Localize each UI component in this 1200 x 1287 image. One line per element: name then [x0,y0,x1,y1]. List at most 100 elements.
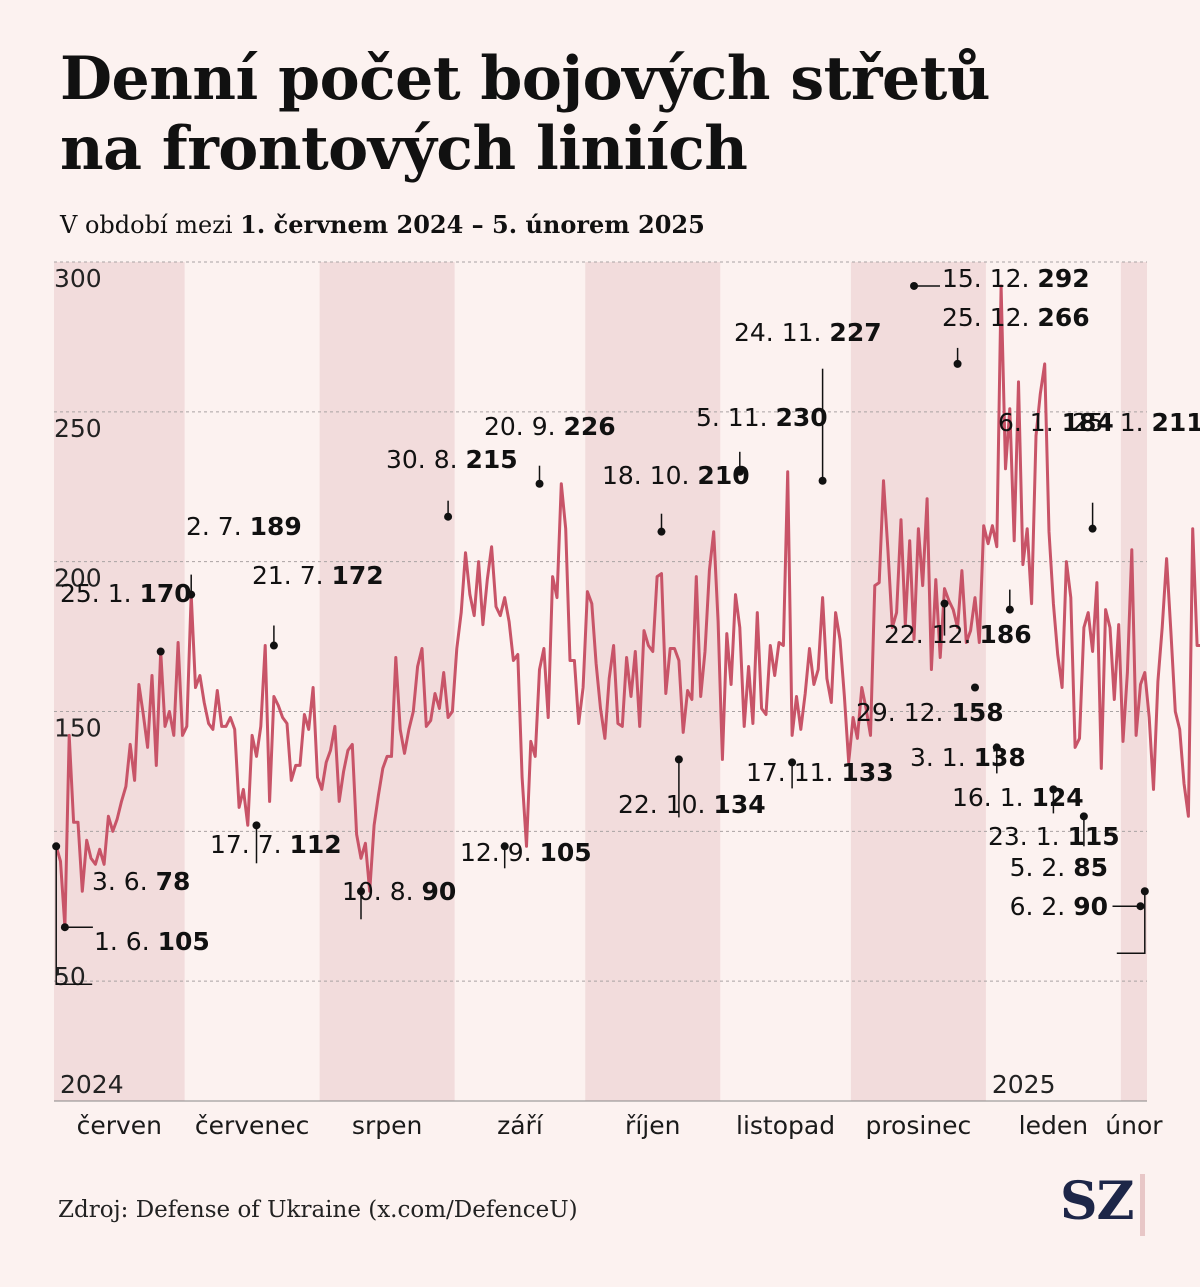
month-label: říjen [625,1111,680,1140]
annotation-value: 215 [466,445,518,474]
annotation-label: 17. 7. 112 [210,830,342,859]
annotation-value: 85 [1073,853,1108,882]
annotation-date: 16. 1. [952,783,1032,812]
annotation-date: 15. 12. [942,264,1037,293]
subtitle-range: 1. červnem 2024 – 5. únorem 2025 [240,210,705,239]
source-note: Zdroj: Defense of Ukraine (x.com/Defence… [58,1197,578,1223]
year-label: 2024 [60,1070,124,1099]
y-tick-label: 150 [54,713,102,742]
annotation-value: 211 [1152,408,1200,437]
annotation-marker [1079,812,1088,821]
annotation-label: 15. 12. 292 [942,264,1090,293]
annotation-label: 20. 9. 226 [484,412,616,441]
publisher-logo: SZ [1060,1168,1146,1238]
annotation-label: 18. 10. 210 [602,461,750,490]
annotation-marker [356,887,365,896]
title-line-2: na frontových liniích [60,114,748,184]
annotation-label: 2. 7. 189 [186,512,302,541]
y-tick-label: 250 [54,414,102,443]
month-label: listopad [736,1111,835,1140]
annotation-marker [735,467,744,476]
annotation-value: 90 [1073,892,1108,921]
annotation-label: 25. 1. 170 [60,579,192,608]
annotation-leader [55,846,93,986]
month-label: červenec [195,1111,310,1140]
annotation-marker [910,281,919,290]
annotation-marker [60,923,69,932]
annotation-label: 21. 7. 172 [252,561,384,590]
annotation-value: 210 [697,461,749,490]
chart-subtitle: V období mezi 1. červnem 2024 – 5. únore… [60,210,705,239]
annotation-value: 184 [1062,408,1114,437]
annotation-value: 266 [1037,303,1089,332]
annotation-label: 10. 8. 90 [342,877,456,906]
annotation-marker [52,842,61,851]
annotation-date: 10. 8. [342,877,422,906]
annotation-label: 5. 11. 230 [696,403,828,432]
annotation-label: 30. 8. 215 [386,445,518,474]
annotation-date: 5. 2. [1010,853,1074,882]
title-line-1: Denní počet bojových střetů [60,44,991,114]
annotation-value: 134 [713,790,765,819]
annotation-marker [674,755,683,764]
annotation-label: 12. 9. 105 [460,838,592,867]
annotation-date: 5. 11. [696,403,776,432]
annotation-date: 1. 6. [94,927,158,956]
annotation-marker [1049,785,1058,794]
annotation-marker [1005,605,1014,614]
annotation-date: 22. 10. [618,790,713,819]
annotation-label: 5. 2. 85 [1010,853,1108,882]
y-tick-label: 200 [54,564,102,593]
annotation-date: 6. 1. [998,408,1062,437]
y-tick-label: 50 [54,962,86,991]
month-band [319,262,455,1101]
month-label: srpen [352,1111,422,1140]
annotation-date: 17. 11. [746,758,841,787]
annotation-marker [156,647,165,656]
annotation-marker [970,683,979,692]
annotation-label: 6. 1. 184 [998,408,1114,437]
annotation-value: 133 [841,758,893,787]
annotation-value: 227 [829,318,881,347]
annotation-label: 22. 10. 134 [618,790,766,819]
annotation-label: 24. 11. 227 [734,318,882,347]
annotation-marker [818,476,827,485]
annotation-marker [1140,887,1149,896]
annotation-value: 292 [1037,264,1089,293]
annotation-label: 22. 12. 186 [884,620,1032,649]
annotation-label: 3. 1. 138 [910,743,1026,772]
annotation-label: 25. 1. 211 [1072,408,1200,437]
annotation-date: 21. 7. [252,561,332,590]
annotation-date: 22. 12. [884,620,979,649]
annotation-marker [1136,902,1145,911]
annotation-label: 6. 2. 90 [1010,892,1108,921]
annotation-date: 18. 10. [602,461,697,490]
annotation-marker [992,743,1001,752]
year-label: 2025 [992,1070,1056,1099]
y-tick-label: 300 [54,264,102,293]
annotation-value: 90 [422,877,457,906]
annotation-date: 24. 11. [734,318,829,347]
month-label: červen [77,1111,162,1140]
annotation-marker [940,599,949,608]
chart-title: Denní počet bojových střetů na frontovýc… [60,44,1140,184]
annotation-value: 170 [140,579,192,608]
annotation-marker [187,590,196,599]
annotation-label: 29. 12. 158 [856,698,1004,727]
annotation-marker [535,479,544,488]
annotation-leader [1116,891,1146,955]
subtitle-prefix: V období mezi [60,211,241,239]
annotation-marker [1088,524,1097,533]
annotation-value: 186 [979,620,1031,649]
annotation-date: 23. 1. [988,822,1068,851]
annotation-date: 3. 6. [92,867,156,896]
annotation-value: 226 [564,412,616,441]
annotation-value: 189 [250,512,302,541]
annotation-date: 12. 9. [460,838,540,867]
annotation-date: 6. 2. [1010,892,1074,921]
annotation-marker [788,758,797,767]
annotation-date: 20. 9. [484,412,564,441]
annotation-date: 3. 1. [910,743,974,772]
annotation-label: 17. 11. 133 [746,758,894,787]
month-label: prosinec [865,1111,971,1140]
